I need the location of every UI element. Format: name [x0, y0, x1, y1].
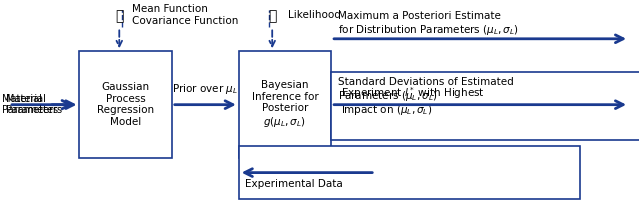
- Text: Maximum a Posteriori Estimate
for Distribution Parameters $(\mu_L, \sigma_L)$: Maximum a Posteriori Estimate for Distri…: [337, 11, 518, 37]
- Text: Standard Deviations of Estimated
Parameters $(\mu_L, \sigma_L)$: Standard Deviations of Estimated Paramet…: [337, 77, 513, 103]
- Text: Likelihood: Likelihood: [288, 10, 341, 20]
- FancyBboxPatch shape: [239, 146, 580, 199]
- Text: 🧠: 🧠: [268, 9, 276, 23]
- Text: Mean Function
Covariance Function: Mean Function Covariance Function: [132, 4, 238, 26]
- Text: Material
Parameters: Material Parameters: [6, 94, 62, 115]
- Text: Bayesian
Inference for
Posterior
$g(\mu_L, \sigma_L)$: Bayesian Inference for Posterior $g(\mu_…: [252, 80, 318, 129]
- Text: Material
Parameters: Material Parameters: [2, 94, 58, 115]
- FancyBboxPatch shape: [331, 72, 640, 140]
- Text: Experiment $l^*$ with Highest
Impact on $(\mu_L, \sigma_L)$: Experiment $l^*$ with Highest Impact on …: [340, 86, 484, 117]
- Text: Experimental Data: Experimental Data: [245, 179, 343, 189]
- FancyBboxPatch shape: [79, 51, 172, 158]
- Text: Prior over $\mu_L$: Prior over $\mu_L$: [172, 82, 238, 96]
- Text: Gaussian
Process
Regression
Model: Gaussian Process Regression Model: [97, 82, 154, 127]
- FancyBboxPatch shape: [239, 51, 331, 158]
- Text: 🧠: 🧠: [115, 9, 124, 23]
